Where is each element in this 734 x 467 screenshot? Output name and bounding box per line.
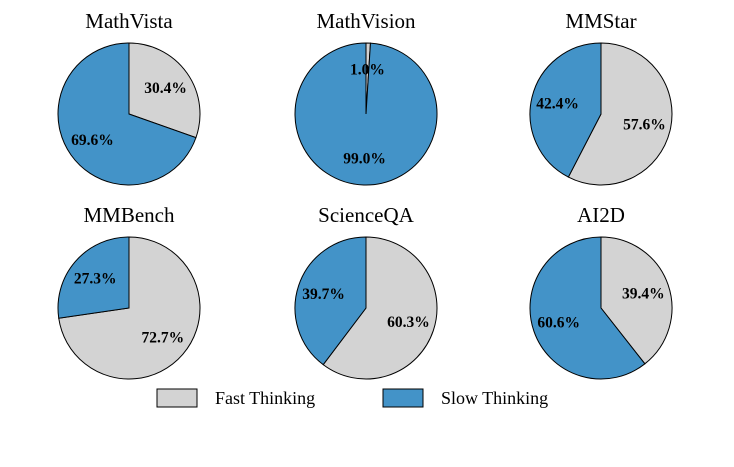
pie-label-slow-thinking: 27.3% — [74, 271, 117, 288]
pie-ai2d: AI2D 39.4% 60.6% — [529, 203, 673, 380]
pie-label-fast-thinking: 39.4% — [622, 285, 665, 302]
pie-title: ScienceQA — [318, 203, 414, 227]
pie-slice-slow-thinking — [294, 236, 367, 366]
pie-mathvista: MathVista 30.4% 69.6% — [57, 9, 201, 186]
pie-mathvision: MathVision 1.0% 99.0% — [294, 9, 438, 186]
pie-title: MMBench — [84, 203, 175, 227]
pie-slice-fast-thinking — [128, 42, 201, 139]
pie-slice-slow-thinking — [529, 42, 602, 178]
pie-label-fast-thinking: 1.0% — [350, 61, 385, 78]
pie-label-fast-thinking: 72.7% — [142, 329, 185, 346]
legend-swatch — [382, 388, 424, 408]
pie-slice-fast-thinking — [567, 42, 673, 186]
legend-label: Slow Thinking — [441, 388, 548, 408]
pie-title: MathVision — [316, 9, 416, 33]
legend: Fast Thinking Slow Thinking — [156, 388, 548, 408]
pie-slice-fast-thinking — [600, 236, 673, 365]
pie-label-slow-thinking: 60.6% — [537, 315, 580, 332]
pie-mmbench: MMBench 72.7% 27.3% — [57, 203, 201, 380]
legend-item-slow-thinking: Slow Thinking — [382, 388, 548, 408]
pie-label-fast-thinking: 57.6% — [623, 117, 666, 134]
pie-slice-slow-thinking — [529, 236, 646, 380]
pie-mmstar: MMStar 57.6% 42.4% — [529, 9, 673, 186]
pie-slice-slow-thinking — [294, 42, 438, 186]
pie-scienceqa: ScienceQA 60.3% 39.7% — [294, 203, 438, 380]
pie-slice-slow-thinking — [57, 42, 197, 186]
pie-label-fast-thinking: 30.4% — [144, 80, 187, 97]
pie-title: MathVista — [85, 9, 173, 33]
pie-label-slow-thinking: 99.0% — [343, 151, 386, 168]
pie-slice-fast-thinking — [322, 236, 438, 380]
pies-group: MathVista 30.4% 69.6% MathVision 1.0% 99.0% MM… — [57, 9, 673, 380]
pie-slice-slow-thinking — [57, 236, 130, 319]
legend-swatch — [156, 388, 198, 408]
legend-label: Fast Thinking — [215, 388, 315, 408]
pie-label-slow-thinking: 69.6% — [71, 132, 114, 149]
legend-item-fast-thinking: Fast Thinking — [156, 388, 315, 408]
pie-label-slow-thinking: 42.4% — [536, 95, 579, 112]
pie-label-fast-thinking: 60.3% — [387, 314, 430, 331]
pie-title: MMStar — [565, 9, 636, 33]
pie-title: AI2D — [577, 203, 625, 227]
pie-label-slow-thinking: 39.7% — [302, 286, 345, 303]
